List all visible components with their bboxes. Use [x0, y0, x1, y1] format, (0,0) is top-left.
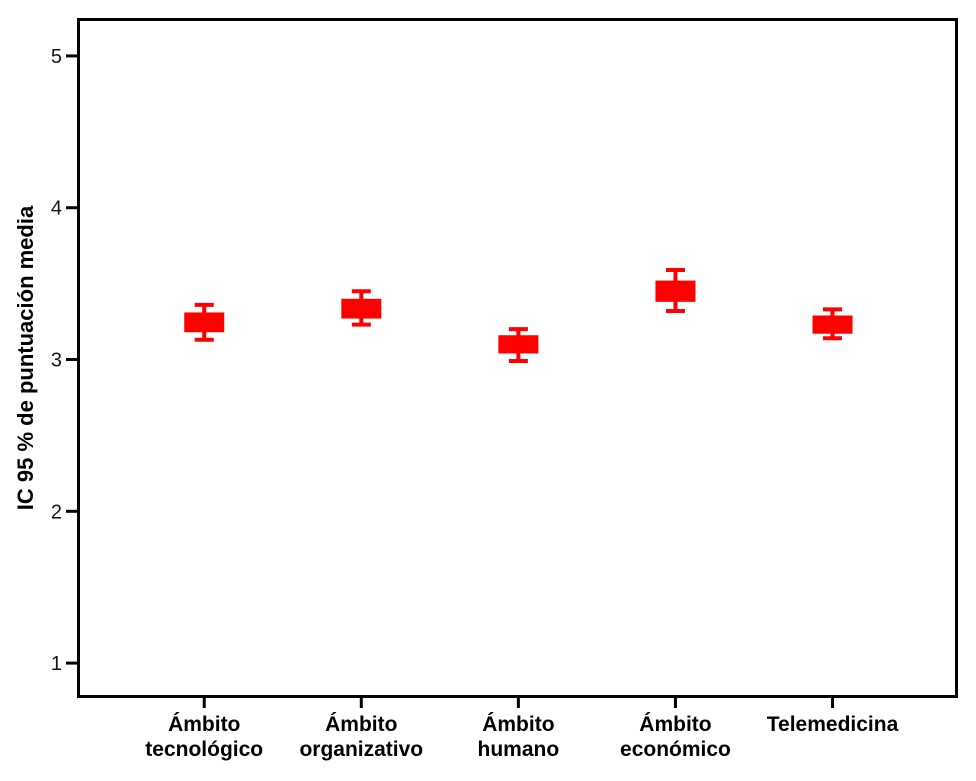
y-tick-label: 5: [51, 46, 62, 68]
mean-box: [812, 315, 853, 334]
plot-frame: [77, 18, 958, 698]
mean-box: [184, 312, 225, 333]
y-tick-label: 2: [51, 501, 62, 523]
mean-box: [341, 298, 382, 319]
y-axis-ticks: [66, 54, 77, 665]
error-bar-glyphs: [184, 267, 853, 364]
y-tick-label: 4: [51, 198, 62, 220]
y-axis-tick-labels: 1 2 3 4 5: [51, 46, 62, 675]
x-category-label: Ámbito organizativo: [299, 713, 423, 761]
error-bar-glyph: [655, 267, 696, 313]
x-axis-category-labels: Ámbito tecnológico Ámbito organizativo Ámbit…: [145, 713, 898, 761]
error-bar-glyph: [184, 302, 225, 342]
y-tick-label: 1: [51, 653, 62, 675]
error-bar-glyph: [812, 307, 853, 341]
x-category-label: Ámbito humano: [478, 713, 560, 761]
y-tick-label: 3: [51, 350, 62, 372]
y-axis-title: IC 95 % de puntuación media: [13, 205, 38, 510]
mean-box: [498, 335, 539, 354]
x-axis-ticks: [202, 698, 835, 708]
error-bar-glyph: [498, 327, 539, 364]
error-bar-glyph: [341, 289, 382, 327]
x-category-label: Ámbito tecnológico: [145, 713, 263, 761]
x-category-label: Ámbito económico: [620, 713, 731, 761]
x-category-label: Telemedicina: [767, 713, 899, 736]
mean-box: [655, 280, 696, 302]
